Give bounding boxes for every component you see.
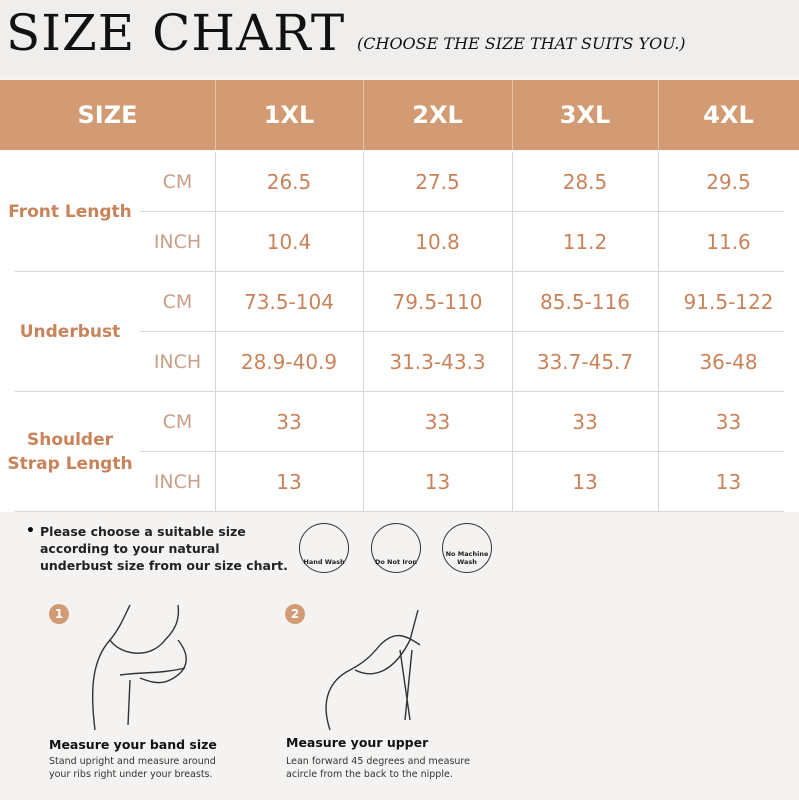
care-icon: No Machine Wash xyxy=(442,523,492,573)
column-header: 4XL xyxy=(658,80,799,150)
value-cell: 11.2 xyxy=(562,230,608,254)
value-cell: 29.5 xyxy=(706,170,751,194)
illustrations xyxy=(91,604,421,731)
unit-label: INCH xyxy=(153,351,202,373)
step-title: Measure your upper xyxy=(286,735,429,750)
care-icon: Hand Wash xyxy=(299,523,349,573)
value-cell: 10.4 xyxy=(266,230,312,254)
value-cell: 73.5-104 xyxy=(244,290,334,314)
figure-line xyxy=(139,639,187,684)
column-divider xyxy=(512,80,513,150)
subtitle: (CHOOSE THE SIZE THAT SUITS YOU.) xyxy=(357,34,686,53)
unit-label: INCH xyxy=(153,471,202,493)
value-cell: 13 xyxy=(424,470,451,494)
column-header: SIZE xyxy=(0,80,215,150)
row-divider xyxy=(15,271,784,272)
value-cell: 33 xyxy=(715,410,742,434)
step-text: Stand upright and measure around your ri… xyxy=(49,756,216,780)
column-divider xyxy=(215,152,216,512)
column-divider xyxy=(215,80,216,150)
value-cell: 28.5 xyxy=(562,170,608,194)
value-cell: 33 xyxy=(572,410,598,434)
tape xyxy=(119,667,186,676)
row-divider xyxy=(15,511,784,512)
step-title: Measure your band size xyxy=(49,737,217,752)
value-cell: 26.5 xyxy=(266,170,312,194)
step-text: Lean forward 45 degrees and measure acir… xyxy=(286,756,470,780)
figure-line xyxy=(354,609,419,675)
step-number: 2 xyxy=(285,604,305,624)
value-cell: 28.9-40.9 xyxy=(240,350,338,374)
note: Please choose a suitable size according … xyxy=(40,524,288,573)
value-cell: 33 xyxy=(276,410,302,434)
value-cell: 36-48 xyxy=(699,350,758,374)
value-cell: 13 xyxy=(276,470,302,494)
row-divider xyxy=(140,211,784,212)
value-cell: 31.3-43.3 xyxy=(389,350,486,374)
unit-label: INCH xyxy=(153,231,202,253)
tape xyxy=(127,679,131,726)
column-header: 2XL xyxy=(363,80,512,150)
row-divider xyxy=(15,391,784,392)
column-header: 1XL xyxy=(215,80,363,150)
figure-line xyxy=(379,634,421,646)
group-label: Underbust xyxy=(19,322,121,342)
column-divider xyxy=(363,152,364,512)
value-cell: 13 xyxy=(572,470,598,494)
value-cell: 79.5-110 xyxy=(392,290,483,314)
unit-label: CM xyxy=(162,171,193,193)
column-divider xyxy=(512,152,513,512)
row-divider xyxy=(140,451,784,452)
value-cell: 13 xyxy=(715,470,742,494)
value-cell: 33 xyxy=(424,410,451,434)
value-cell: 10.8 xyxy=(415,230,460,254)
title: SIZE CHART xyxy=(6,4,346,62)
unit-label: CM xyxy=(162,411,193,433)
column-divider xyxy=(658,80,659,150)
unit-label: CM xyxy=(162,291,193,313)
care-icon: Do Not Iron xyxy=(371,523,421,573)
bullet: • xyxy=(26,523,35,539)
value-cell: 85.5-116 xyxy=(540,290,630,314)
step-number: 1 xyxy=(49,604,69,624)
row-divider xyxy=(140,331,784,332)
group-label: Shoulder Strap Length xyxy=(7,430,133,474)
column-divider xyxy=(658,152,659,512)
value-cell: 27.5 xyxy=(415,170,460,194)
title-band xyxy=(0,0,799,76)
group-label: Front Length xyxy=(8,202,132,222)
figure-line xyxy=(109,604,180,654)
tape xyxy=(399,649,413,721)
column-header: 3XL xyxy=(512,80,658,150)
value-cell: 33.7-45.7 xyxy=(536,350,634,374)
value-cell: 91.5-122 xyxy=(683,290,774,314)
column-divider xyxy=(363,80,364,150)
figure-line xyxy=(91,604,131,731)
figure-line xyxy=(325,644,381,731)
value-cell: 11.6 xyxy=(706,230,751,254)
